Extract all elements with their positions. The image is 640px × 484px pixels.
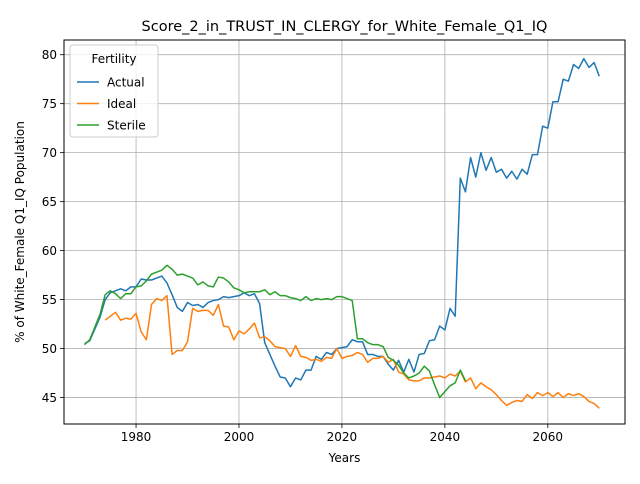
x-tick-label: 1980 xyxy=(121,430,152,444)
y-tick-label: 80 xyxy=(42,48,57,62)
chart-title: Score_2_in_TRUST_IN_CLERGY_for_White_Fem… xyxy=(142,19,548,35)
series-lines xyxy=(84,57,600,409)
y-tick-label: 60 xyxy=(42,244,57,258)
legend-title: Fertility xyxy=(91,52,136,66)
y-tick-label: 50 xyxy=(42,342,57,356)
legend-label-actual: Actual xyxy=(107,75,145,89)
x-tick-label: 2040 xyxy=(430,430,461,444)
x-tick-label: 2060 xyxy=(533,430,564,444)
series-line-sterile xyxy=(84,264,467,399)
legend-label-ideal: Ideal xyxy=(107,97,136,111)
y-tick-label: 45 xyxy=(42,391,57,405)
y-tick-label: 55 xyxy=(42,293,57,307)
y-axis-label: % of White_Female Q1_IQ Population xyxy=(13,121,27,343)
legend-box xyxy=(69,44,159,138)
y-tick-label: 75 xyxy=(42,97,57,111)
plot-frame xyxy=(63,39,626,425)
axis-ticks: 1980 2000 2020 2040 2060 45 50 55 60 65 70 75 80 xyxy=(42,48,563,444)
x-tick-label: 2020 xyxy=(327,430,358,444)
y-tick-label: 70 xyxy=(42,146,57,160)
x-axis-label: Years xyxy=(328,451,361,465)
y-tick-label: 65 xyxy=(42,195,57,209)
legend-label-sterile: Sterile xyxy=(107,118,146,132)
legend: Fertility Actual Ideal Sterile xyxy=(69,44,159,138)
x-tick-label: 2000 xyxy=(224,430,255,444)
series-line-ideal xyxy=(104,294,600,409)
legend-items: Actual Ideal Sterile xyxy=(77,75,146,132)
series-line-actual xyxy=(84,57,600,388)
